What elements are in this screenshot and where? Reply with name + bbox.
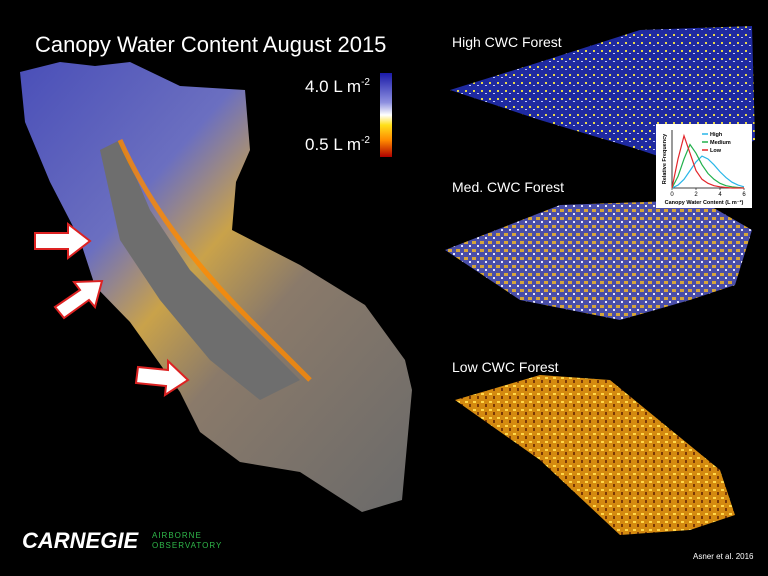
- legend-label: Medium: [710, 140, 731, 146]
- x-tick-label: 0: [670, 192, 674, 198]
- y-axis-label: Relative Frequency: [662, 133, 668, 184]
- series-line: [671, 143, 745, 189]
- color-bar: [380, 73, 392, 157]
- legend-label: Low: [710, 148, 722, 154]
- terrain-low: [455, 375, 735, 535]
- x-tick-label: 4: [718, 192, 722, 198]
- valley-edge: [117, 138, 312, 382]
- panel-label: Low CWC Forest: [452, 359, 559, 375]
- central-valley: [100, 140, 300, 400]
- logo-line1: AIRBORNE: [152, 531, 202, 540]
- legend-max: 4.0 L m-2: [305, 77, 370, 96]
- x-tick-label: 6: [742, 192, 746, 198]
- series-line: [671, 155, 745, 189]
- logo-name: CARNEGIE: [22, 528, 139, 553]
- panel-label: High CWC Forest: [452, 34, 562, 50]
- credit: Asner et al. 2016: [693, 552, 754, 561]
- panel-label: Med. CWC Forest: [452, 179, 564, 195]
- x-axis-label: Canopy Water Content (L m⁻²): [665, 199, 744, 206]
- slide-title: Canopy Water Content August 2015: [35, 32, 386, 57]
- legend-label: High: [710, 132, 723, 138]
- arrows: [34, 221, 190, 397]
- terrain-med: [445, 200, 752, 320]
- series-line: [671, 133, 744, 189]
- logo-line2: OBSERVATORY: [152, 541, 222, 550]
- legend-min: 0.5 L m-2: [305, 135, 370, 154]
- x-tick-label: 2: [694, 192, 698, 198]
